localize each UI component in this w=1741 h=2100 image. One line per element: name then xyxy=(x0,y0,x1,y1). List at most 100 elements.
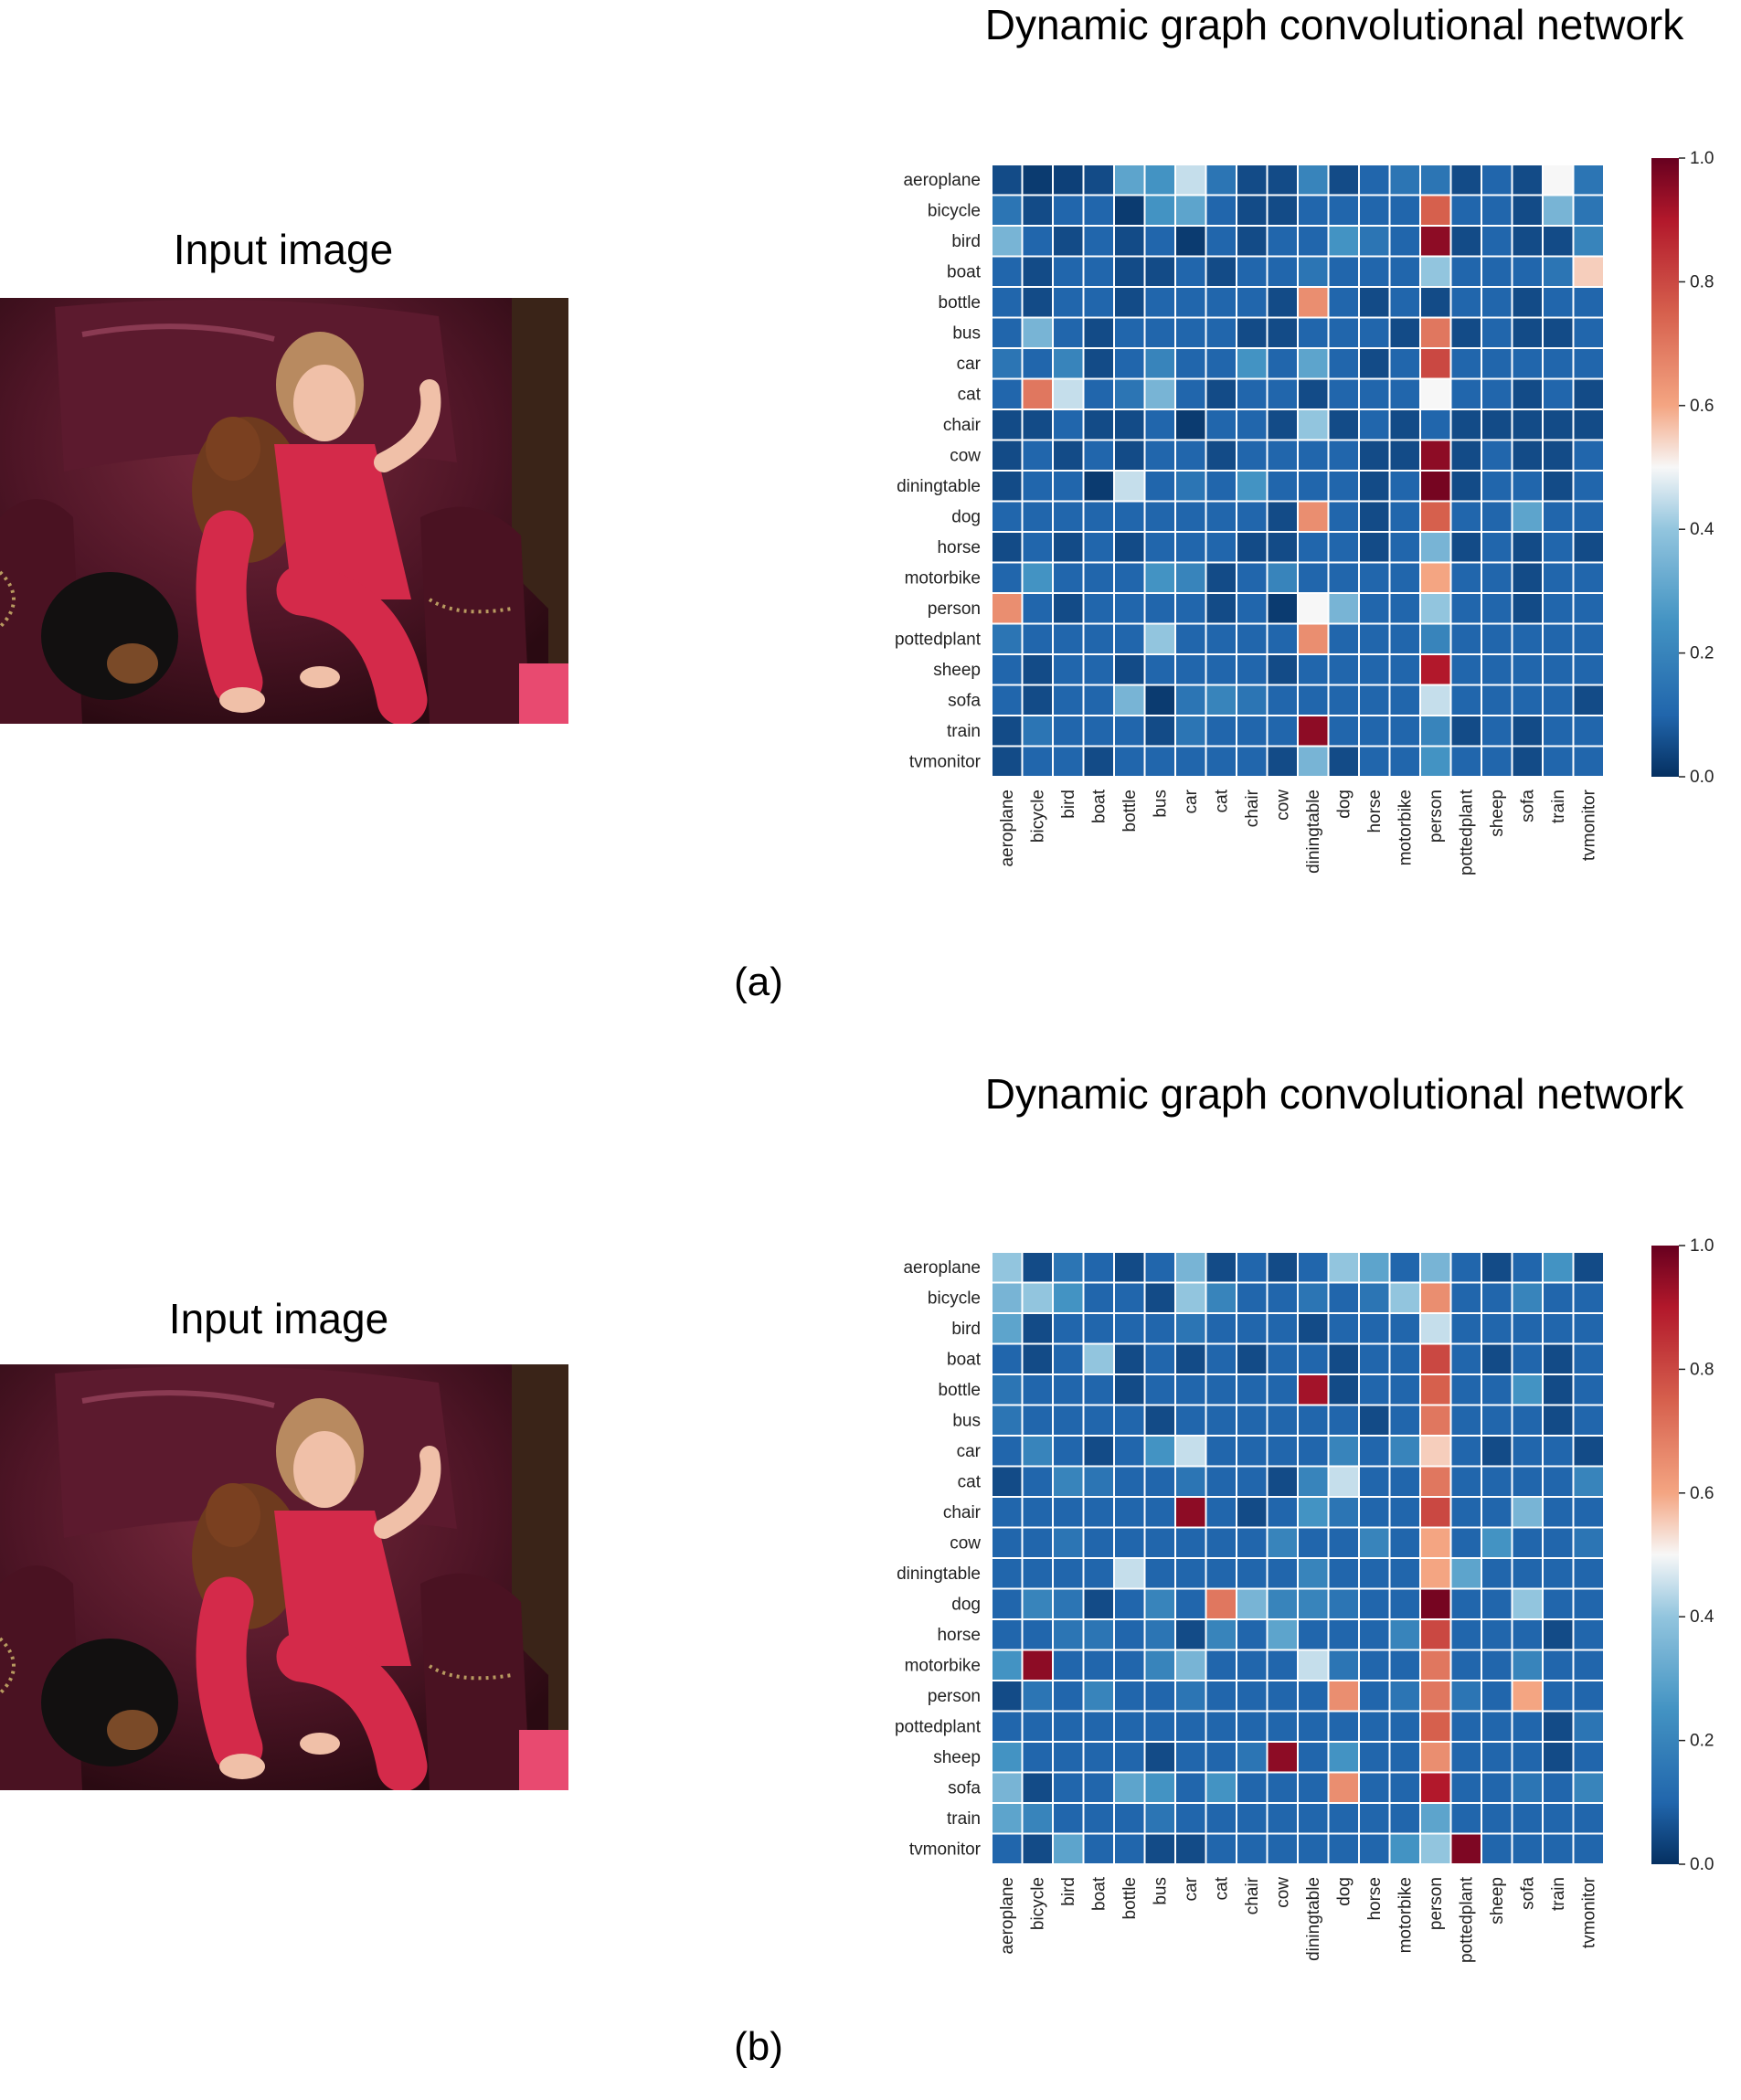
heatmap-cell xyxy=(1113,1680,1146,1713)
heatmap-cell xyxy=(1297,1465,1330,1498)
heatmap-cell xyxy=(1572,684,1605,716)
heatmap-cell xyxy=(1236,500,1269,533)
heatmap-cell xyxy=(1542,439,1575,472)
heatmap-cell xyxy=(991,1373,1024,1406)
heatmap-cell xyxy=(1143,1526,1176,1559)
heatmap-cell xyxy=(1174,653,1207,686)
heatmap-cell xyxy=(1542,1557,1575,1590)
heatmap-cell xyxy=(1297,1281,1330,1314)
heatmap-cell xyxy=(1327,1710,1360,1743)
heatmap-cell xyxy=(1174,470,1207,503)
heatmap-cell xyxy=(1052,316,1085,349)
heatmap-cell xyxy=(1236,684,1269,716)
heatmap-cell xyxy=(1358,1557,1391,1590)
heatmap-cell xyxy=(991,684,1024,716)
heatmap-cell xyxy=(1388,1587,1421,1620)
heatmap-cell xyxy=(1236,622,1269,655)
heatmap-cell xyxy=(1511,592,1544,625)
heatmap-cell xyxy=(1021,1435,1054,1468)
colorbar-tick-label: 0.8 xyxy=(1690,1360,1714,1379)
heatmap-cell xyxy=(1266,653,1299,686)
heatmap-cell xyxy=(1511,1435,1544,1468)
heatmap-cell xyxy=(1082,1251,1115,1284)
heatmap-cell xyxy=(1174,1649,1207,1681)
heatmap-cell xyxy=(1572,1680,1605,1713)
heatmap-cell xyxy=(1021,1587,1054,1620)
heatmap-cell xyxy=(1205,255,1237,288)
heatmap-cell xyxy=(1358,1251,1391,1284)
heatmap-title: Dynamic graph convolutional network xyxy=(984,1,1684,48)
heatmap-cell xyxy=(1205,194,1237,227)
heatmap-cell xyxy=(1388,1710,1421,1743)
column-label: train xyxy=(1549,790,1568,823)
heatmap-chart: aeroplanebicyclebirdboatbottlebuscarcatc… xyxy=(895,1236,1714,1963)
heatmap-cell xyxy=(1572,1710,1605,1743)
heatmap-cell xyxy=(1082,1832,1115,1865)
heatmap-cell xyxy=(1358,1435,1391,1468)
heatmap-cell xyxy=(991,1251,1024,1284)
heatmap-cell xyxy=(1052,653,1085,686)
heatmap-cell xyxy=(1266,1435,1299,1468)
heatmap-cell xyxy=(1327,377,1360,410)
heatmap-cell xyxy=(1327,347,1360,380)
heatmap-cell xyxy=(991,439,1024,472)
heatmap-cell xyxy=(1327,531,1360,564)
heatmap-cell xyxy=(1327,408,1360,441)
heatmap-cell xyxy=(1297,715,1330,748)
heatmap-cell xyxy=(1297,1435,1330,1468)
heatmap-cell xyxy=(1174,1281,1207,1314)
heatmap-cell xyxy=(1113,1373,1146,1406)
heatmap-cell xyxy=(1511,1312,1544,1345)
heatmap-cell xyxy=(1449,470,1482,503)
heatmap-cell xyxy=(1205,592,1237,625)
heatmap-cell xyxy=(1082,1710,1115,1743)
heatmap-cell xyxy=(1266,255,1299,288)
heatmap-cell xyxy=(991,715,1024,748)
heatmap-cell xyxy=(1572,1496,1605,1529)
column-label: sheep xyxy=(1488,1877,1507,1925)
heatmap-cell xyxy=(1266,1281,1299,1314)
row-label: aeroplane xyxy=(903,1258,981,1278)
heatmap-cell xyxy=(1388,1802,1421,1835)
heatmap-cell xyxy=(1419,225,1452,258)
heatmap-cell xyxy=(1481,1404,1513,1437)
column-label: bicycle xyxy=(1028,1877,1047,1930)
column-label: bus xyxy=(1151,790,1170,818)
heatmap-cell xyxy=(1358,1312,1391,1345)
heatmap-cell xyxy=(1327,653,1360,686)
heatmap-cell xyxy=(1143,1802,1176,1835)
heatmap-cell xyxy=(1297,1710,1330,1743)
heatmap-cell xyxy=(1388,1465,1421,1498)
panel-label: (a) xyxy=(734,960,783,1004)
heatmap-cell xyxy=(1174,1435,1207,1468)
heatmap-cell xyxy=(991,500,1024,533)
heatmap-cell xyxy=(1419,1435,1452,1468)
heatmap-cell xyxy=(1297,1741,1330,1774)
heatmap-cell xyxy=(1113,561,1146,594)
heatmap-cell xyxy=(1174,622,1207,655)
heatmap-cell xyxy=(1449,1618,1482,1651)
heatmap-cell xyxy=(1449,1680,1482,1713)
column-label: tvmonitor xyxy=(1579,789,1598,861)
heatmap-cell xyxy=(1388,1618,1421,1651)
heatmap-cell xyxy=(1542,1312,1575,1345)
heatmap-cell xyxy=(1481,561,1513,594)
heatmap-cell xyxy=(1511,1496,1544,1529)
heatmap-cell xyxy=(1327,316,1360,349)
heatmap-cell xyxy=(1572,377,1605,410)
column-label: train xyxy=(1549,1877,1568,1911)
heatmap-cell xyxy=(1143,561,1176,594)
heatmap-cell xyxy=(1113,684,1146,716)
heatmap-cell xyxy=(1297,1251,1330,1284)
heatmap-cell xyxy=(1266,316,1299,349)
heatmap-cell xyxy=(1358,715,1391,748)
heatmap-cell xyxy=(1266,1526,1299,1559)
heatmap-cell xyxy=(1542,1281,1575,1314)
heatmap-cell xyxy=(1113,1741,1146,1774)
heatmap-cell xyxy=(1297,347,1330,380)
heatmap-cell xyxy=(1266,286,1299,319)
heatmap-cell xyxy=(1021,1251,1054,1284)
heatmap-cell xyxy=(1082,1281,1115,1314)
heatmap-cell xyxy=(1082,470,1115,503)
heatmap-cell xyxy=(1236,286,1269,319)
